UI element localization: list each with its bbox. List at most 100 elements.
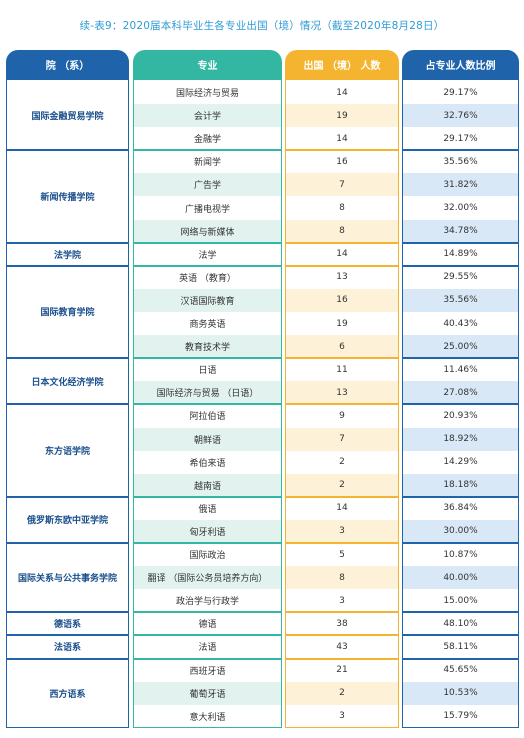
ratio-cell: 14.89% [443,249,478,260]
major-cell: 法学 [198,250,217,261]
ratio-cell: 31.82% [403,173,518,197]
department-cell: 德语系 [53,620,81,631]
row-divider [133,657,282,660]
row-divider [285,657,399,660]
ratio-cell: 29.17% [443,133,478,144]
row-divider [133,241,282,244]
major-cell: 政治学与行政学 [175,597,239,608]
major-cell: 翻译 （国际公务员培养方向） [134,566,281,590]
department-divider [6,611,129,614]
count-cell: 11 [336,364,348,375]
row-divider [133,611,282,614]
department-cell: 西方语系 [49,689,86,700]
major-cell: 匈牙利语 [134,519,281,543]
row-divider [402,495,519,498]
ratio-cell: 58.11% [443,641,478,652]
major-cell: 希伯来语 [189,458,226,469]
count-cell: 14 [336,87,348,98]
count-cell: 19 [336,318,348,329]
count-cell: 38 [336,618,348,629]
count-cell: 13 [336,272,348,283]
row-divider [402,357,519,360]
major-cell: 德语 [198,620,217,631]
header-ratio: 占专业人数比例 [402,50,519,79]
ratio-cell: 29.17% [443,87,478,98]
count-cell: 2 [286,473,398,497]
department-divider [6,657,129,660]
ratio-cell: 15.79% [443,711,478,722]
major-cell: 新闻学 [193,158,221,169]
row-divider [133,403,282,406]
major-cell: 广告学 [134,173,281,197]
header-major: 专业 [133,50,282,79]
count-cell: 16 [336,156,348,167]
ratio-cell: 14.29% [443,457,478,468]
count-cell: 3 [286,519,398,543]
department-divider [6,542,129,544]
table-title: 续-表9：2020届本科毕业生各专业出国（境）情况（截至2020年8月28日） [79,20,445,32]
ratio-cell: 45.65% [443,665,478,676]
major-cell: 国际政治 [189,551,226,562]
ratio-cell: 25.00% [403,335,518,359]
count-cell: 2 [286,681,398,705]
ratio-cell: 29.55% [443,272,478,283]
ratio-cell: 36.84% [443,503,478,514]
major-cell: 广播电视学 [184,204,230,215]
major-cell: 会计学 [134,104,281,128]
row-divider [402,149,519,152]
count-cell: 14 [336,503,348,514]
ratio-cell: 34.78% [403,219,518,243]
major-cell: 英语 （教育） [179,273,236,284]
major-cell: 商务英语 [189,320,226,331]
department-divider [6,634,129,637]
department-cell: 国际金融贸易学院 [31,112,104,123]
major-cell: 教育技术学 [134,335,281,359]
major-cell: 越南语 [134,473,281,497]
header-department: 院 （系） [6,50,129,79]
major-cell: 国际经济与贸易 （日语） [134,381,281,405]
ratio-cell: 18.92% [403,427,518,451]
ratio-cell: 48.10% [443,618,478,629]
row-divider [402,657,519,660]
count-cell: 14 [336,249,348,260]
header-count: 出国 （境） 人数 [285,50,399,79]
department-cell: 法学院 [53,250,81,261]
major-cell: 网络与新媒体 [134,219,281,243]
major-cell: 汉语国际教育 [134,288,281,312]
department-cell: 法语系 [53,643,81,654]
row-divider [285,495,399,498]
count-cell: 7 [286,427,398,451]
row-divider [402,611,519,614]
count-cell: 19 [286,104,398,128]
row-divider [285,149,399,152]
department-divider [6,149,129,152]
department-divider [6,264,129,267]
ratio-cell: 35.56% [443,156,478,167]
major-cell: 日语 [198,366,217,377]
count-cell: 21 [336,665,348,676]
major-cell: 西班牙语 [189,666,226,677]
ratio-cell: 40.43% [443,318,478,329]
row-divider [402,634,519,637]
count-cell: 8 [286,219,398,243]
major-cell: 法语 [198,643,217,654]
major-cell: 俄语 [198,504,217,515]
ratio-cell: 10.53% [403,681,518,705]
ratio-cell: 20.93% [443,410,478,421]
row-divider [402,241,519,244]
ratio-cell: 30.00% [403,519,518,543]
ratio-cell: 35.56% [403,288,518,312]
count-cell: 13 [286,381,398,405]
major-cell: 意大利语 [189,712,226,723]
department-cell: 日本文化经济学院 [31,377,104,388]
count-cell: 8 [286,566,398,590]
department-cell: 东方语学院 [44,447,90,458]
row-divider [133,495,282,498]
row-divider [285,403,399,406]
count-cell: 7 [286,173,398,197]
ratio-cell: 40.00% [403,566,518,590]
row-divider [285,357,399,360]
row-divider [402,403,519,406]
row-divider [133,634,282,637]
row-divider [133,542,282,544]
